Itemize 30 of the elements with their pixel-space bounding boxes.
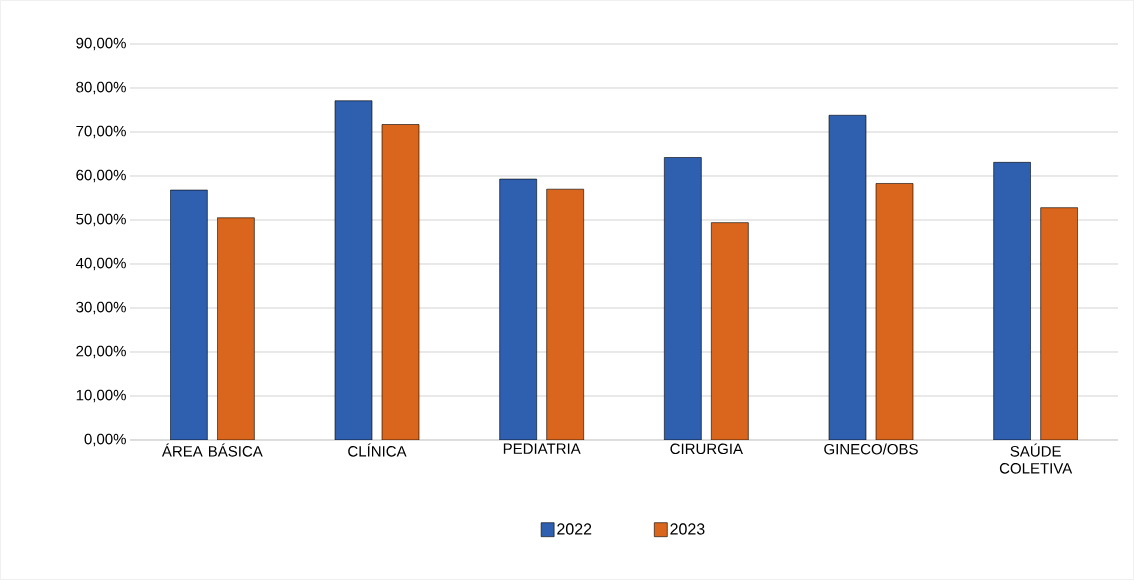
y-tick-label: 30,00% [76,301,126,315]
x-tick-label: CIRURGIA [670,443,743,455]
bar [664,157,702,440]
bar [170,189,208,440]
bar [993,162,1031,440]
y-tick-label: 80,00% [76,81,126,95]
x-tick-label: GINECO/OBS [824,443,918,455]
bar [546,188,584,440]
bar [381,124,420,440]
x-tick-label: CLÍNICA [348,443,407,457]
bar [334,100,373,440]
legend-label: 2022 [557,523,592,535]
bar [711,222,749,440]
bar [828,114,867,440]
y-tick-label: 50,00% [76,213,126,227]
bar [875,183,914,440]
y-tick-label: 90,00% [76,37,126,51]
y-tick-label: 0,00% [84,433,126,447]
bar [499,178,537,440]
x-tick-label: PEDIATRIA [503,443,581,454]
bar [217,217,255,440]
y-tick-label: 40,00% [75,257,126,271]
y-tick-label: 20,00% [76,345,126,359]
y-tick-label: 70,00% [76,125,126,139]
y-tick-label: 60,00% [76,169,126,183]
y-tick-label: 10,00% [76,389,126,403]
bar [1040,207,1078,440]
x-tick-label: SAÚDE COLETIVA [999,443,1073,474]
legend-label: 2023 [670,523,705,535]
x-tick-label: ÁREA BÁSICA [161,443,263,457]
